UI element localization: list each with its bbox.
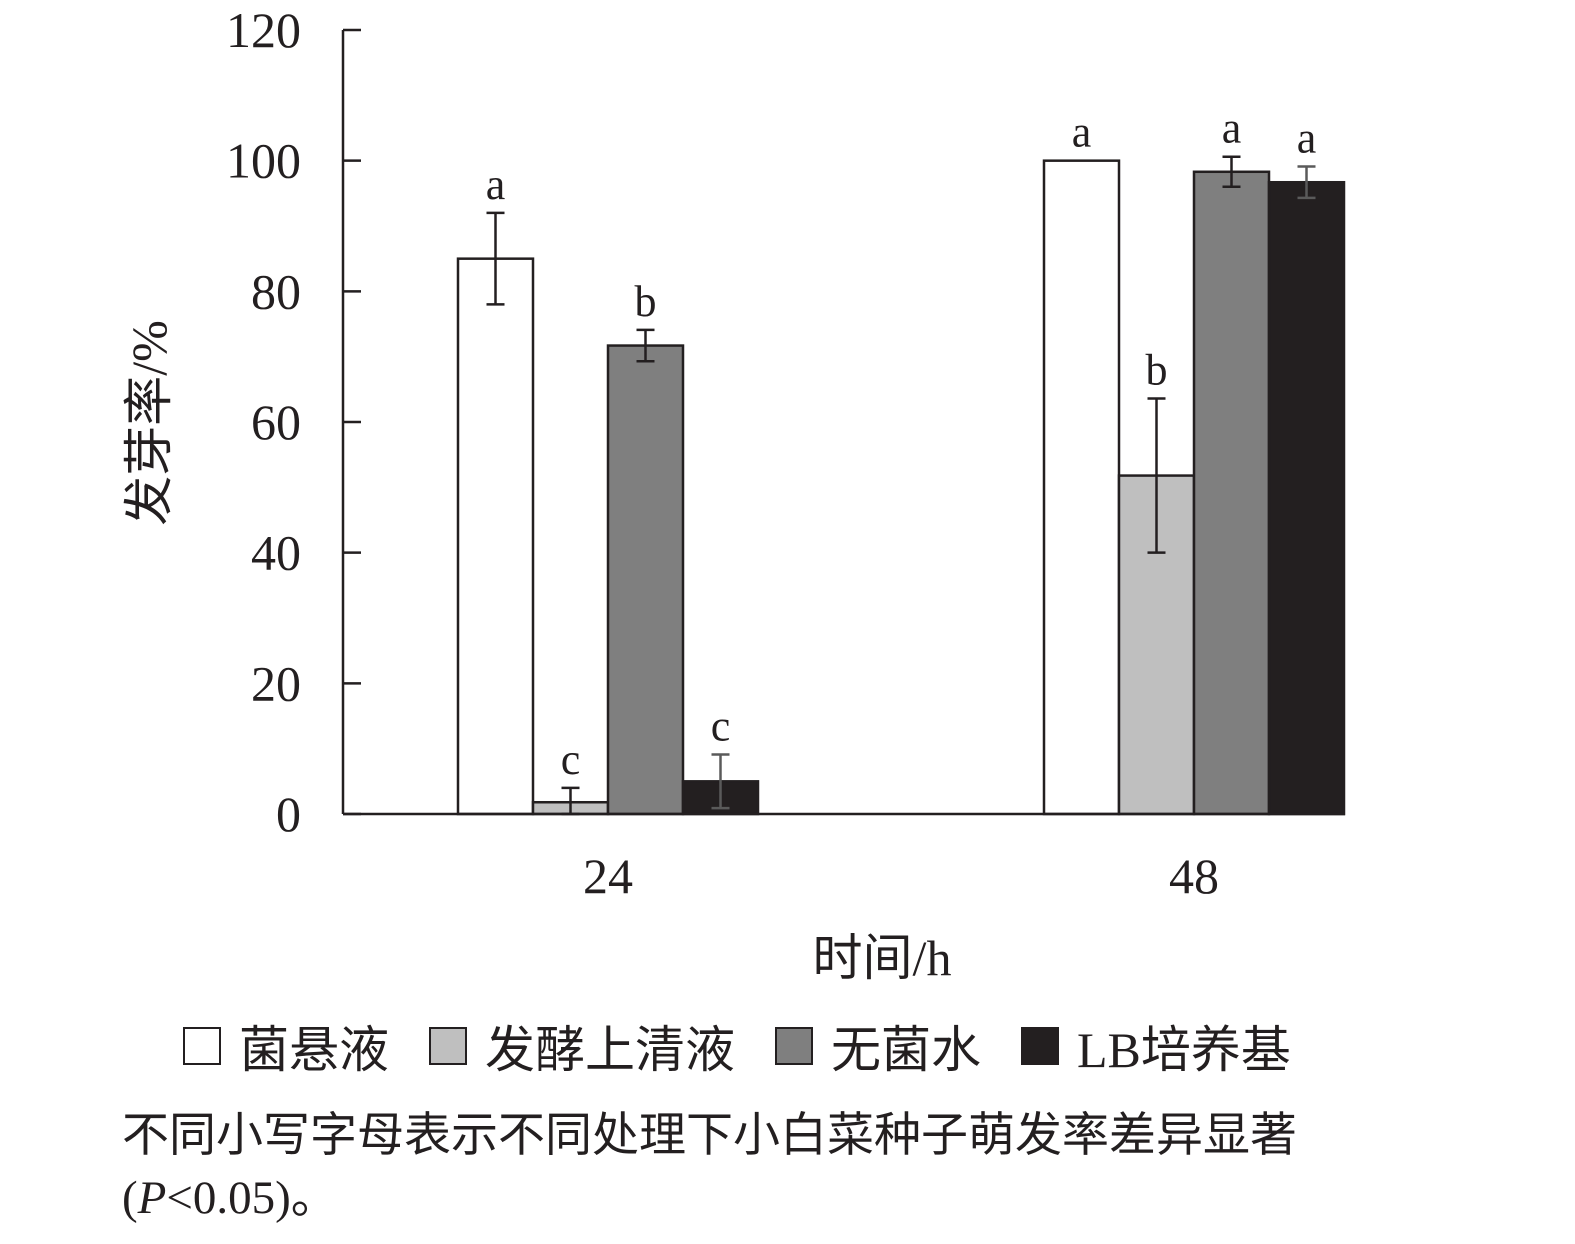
significance-letter: a: [1222, 104, 1242, 153]
bar: [1042, 159, 1121, 816]
y-tick-label: 100: [226, 133, 301, 189]
legend-label: 发酵上清液: [485, 1022, 735, 1078]
legend-swatch: [775, 1027, 813, 1065]
footnote-p-symbol: P: [137, 1172, 167, 1224]
axes: 0 20 40 60 80 100 120 24 48: [226, 2, 1345, 904]
legend-label: 菌悬液: [239, 1022, 389, 1078]
significance-letter: b: [1146, 345, 1168, 394]
legend-item: 无菌水: [775, 1010, 981, 1082]
bar: [1192, 170, 1271, 816]
legend-item: LB培养基: [1021, 1010, 1291, 1082]
y-tick-label: 120: [226, 2, 301, 58]
legend-swatch: [429, 1027, 467, 1065]
bar: [606, 344, 685, 816]
y-tick-label: 40: [251, 525, 301, 581]
footnote-paren: (: [122, 1172, 138, 1224]
legend-label: 无菌水: [831, 1022, 981, 1078]
significance-letter: a: [486, 160, 506, 209]
bar: [1267, 180, 1346, 816]
y-tick-label: 80: [251, 263, 301, 319]
legend: 菌悬液 发酵上清液 无菌水 LB培养基: [183, 1015, 1463, 1078]
bar: [456, 257, 535, 816]
x-axis-label: 时间/h: [813, 930, 952, 986]
legend-item: 发酵上清液: [429, 1010, 735, 1082]
significance-letter: b: [635, 277, 657, 326]
legend-item: 菌悬液: [183, 1010, 389, 1082]
legend-swatch: [183, 1027, 221, 1065]
significance-letter: a: [1297, 114, 1317, 163]
plot-area: a c b c a b a a: [456, 104, 1346, 816]
y-tick-label: 20: [251, 655, 301, 711]
significance-letter: a: [1072, 108, 1092, 157]
bar-chart: a c b c a b a a 0 20 40 60 80 100 120 24 48 发芽率/% 时间/h: [121, 2, 1346, 986]
footnote-significance: <0.05)。: [166, 1172, 338, 1224]
footnote-line-2: (P<0.05)。: [122, 1167, 1542, 1229]
x-tick-label: 24: [583, 848, 633, 904]
significance-letter: c: [711, 702, 731, 751]
x-tick-label: 48: [1169, 848, 1219, 904]
footnote: 不同小写字母表示不同处理下小白菜种子萌发率差异显著 (P<0.05)。: [122, 1105, 1542, 1229]
y-axis-label: 发芽率/%: [121, 320, 177, 526]
legend-label: LB培养基: [1077, 1022, 1291, 1078]
legend-swatch: [1021, 1027, 1059, 1065]
y-tick-label: 0: [276, 786, 301, 842]
y-tick-label: 60: [251, 394, 301, 450]
footnote-line-1: 不同小写字母表示不同处理下小白菜种子萌发率差异显著: [122, 1110, 1297, 1162]
significance-letter: c: [561, 735, 581, 784]
